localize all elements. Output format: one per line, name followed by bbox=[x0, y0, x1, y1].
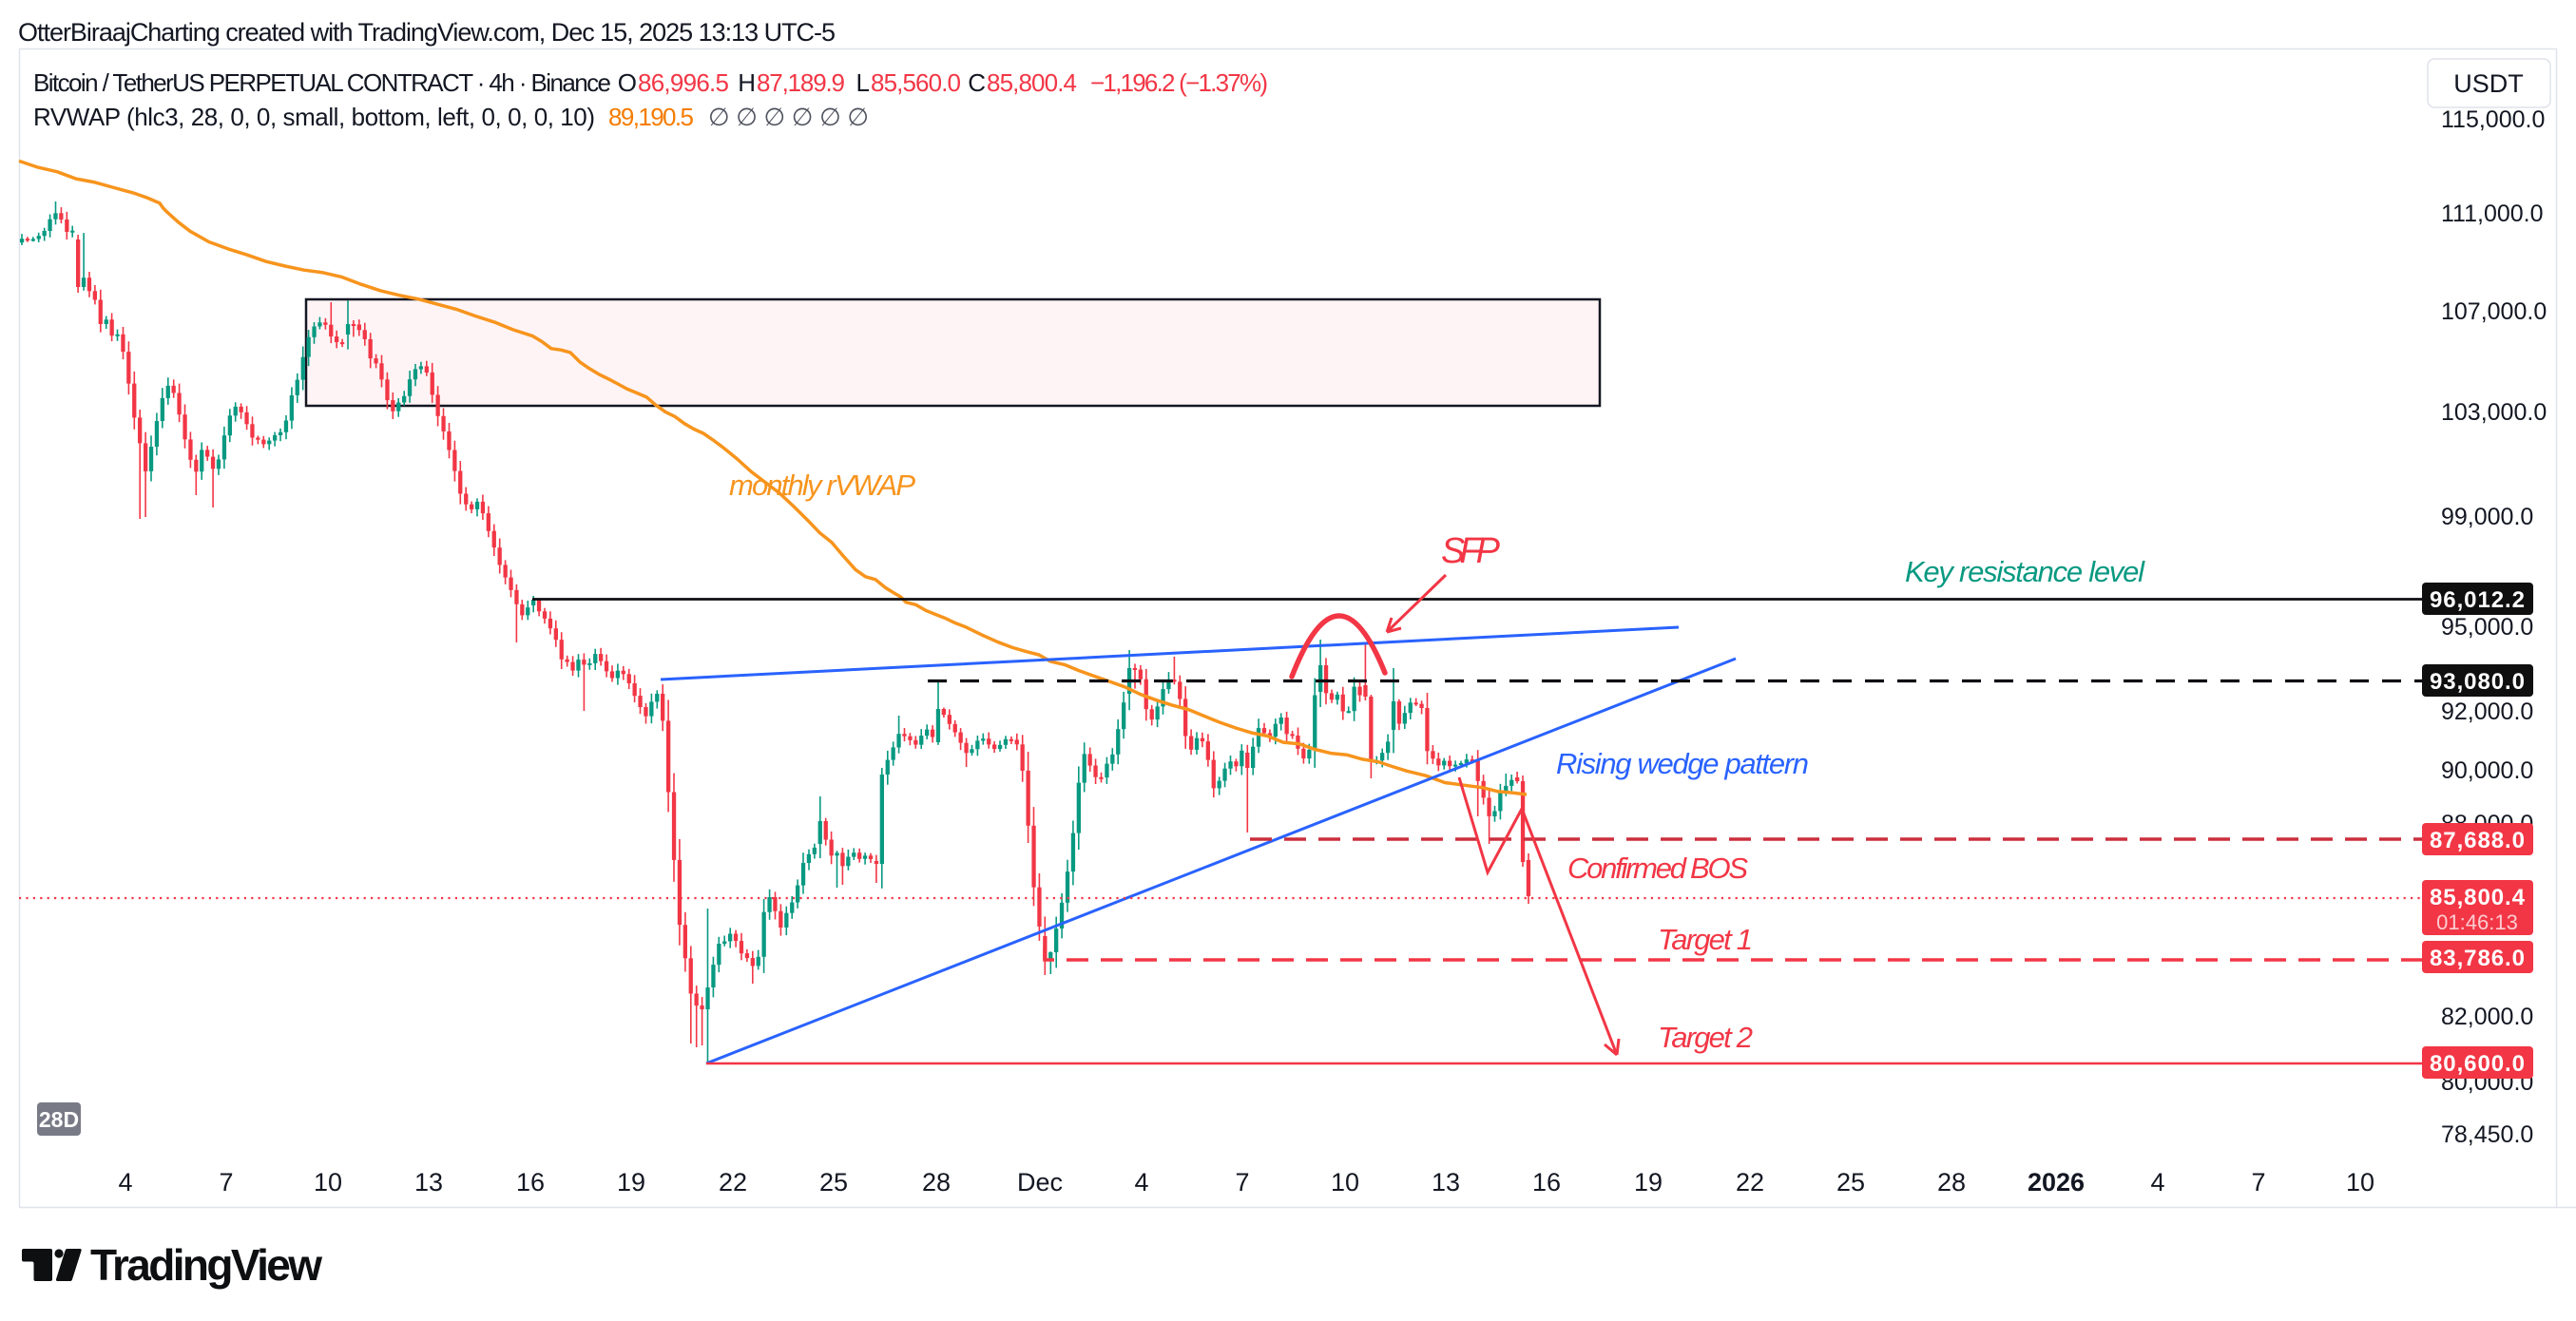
svg-text:115,000.0: 115,000.0 bbox=[2441, 106, 2545, 133]
svg-text:Dec: Dec bbox=[1017, 1168, 1063, 1197]
svg-text:L: L bbox=[856, 68, 870, 97]
svg-text:85,800.4: 85,800.4 bbox=[2430, 885, 2526, 910]
svg-text:USDT: USDT bbox=[2453, 69, 2524, 98]
svg-text:Rising wedge pattern: Rising wedge pattern bbox=[1556, 747, 1809, 780]
svg-text:∅ ∅ ∅ ∅ ∅ ∅: ∅ ∅ ∅ ∅ ∅ ∅ bbox=[708, 103, 869, 131]
svg-text:SFP: SFP bbox=[1441, 531, 1501, 571]
svg-text:10: 10 bbox=[2346, 1168, 2374, 1197]
svg-text:86,996.5: 86,996.5 bbox=[638, 68, 729, 97]
svg-text:Confirmed BOS: Confirmed BOS bbox=[1567, 852, 1748, 885]
svg-text:107,000.0: 107,000.0 bbox=[2441, 298, 2547, 325]
svg-text:85,800.4: 85,800.4 bbox=[987, 68, 1077, 97]
svg-text:83,786.0: 83,786.0 bbox=[2430, 946, 2525, 971]
svg-text:111,000.0: 111,000.0 bbox=[2441, 201, 2544, 227]
svg-text:13: 13 bbox=[414, 1168, 443, 1197]
svg-text:80,600.0: 80,600.0 bbox=[2430, 1051, 2525, 1077]
svg-text:87,189.9: 87,189.9 bbox=[757, 68, 845, 97]
svg-text:Key resistance level: Key resistance level bbox=[1905, 555, 2145, 588]
svg-text:95,000.0: 95,000.0 bbox=[2441, 614, 2533, 641]
svg-text:TradingView: TradingView bbox=[90, 1240, 322, 1290]
svg-text:22: 22 bbox=[1736, 1168, 1764, 1197]
svg-text:7: 7 bbox=[2251, 1168, 2265, 1197]
svg-text:16: 16 bbox=[516, 1168, 545, 1197]
svg-text:10: 10 bbox=[1331, 1168, 1359, 1197]
svg-text:13: 13 bbox=[1432, 1168, 1460, 1197]
svg-text:monthly rVWAP: monthly rVWAP bbox=[729, 469, 915, 502]
svg-text:28D: 28D bbox=[39, 1107, 79, 1132]
svg-text:RVWAP (hlc3, 28, 0, 0, small,: RVWAP (hlc3, 28, 0, 0, small, bottom, le… bbox=[33, 103, 595, 131]
svg-text:Target 1: Target 1 bbox=[1658, 923, 1753, 956]
svg-text:19: 19 bbox=[617, 1168, 645, 1197]
svg-text:7: 7 bbox=[1235, 1168, 1249, 1197]
svg-text:Bitcoin / TetherUS PERPETUAL C: Bitcoin / TetherUS PERPETUAL CONTRACT · … bbox=[33, 68, 611, 97]
svg-text:4: 4 bbox=[1134, 1168, 1148, 1197]
svg-text:19: 19 bbox=[1634, 1168, 1663, 1197]
svg-text:92,000.0: 92,000.0 bbox=[2441, 699, 2533, 725]
svg-text:7: 7 bbox=[219, 1168, 233, 1197]
svg-text:85,560.0: 85,560.0 bbox=[871, 68, 961, 97]
svg-text:OtterBiraajCharting created wi: OtterBiraajCharting created with Trading… bbox=[18, 18, 836, 47]
svg-text:90,000.0: 90,000.0 bbox=[2441, 757, 2533, 784]
svg-text:82,000.0: 82,000.0 bbox=[2441, 1004, 2533, 1030]
svg-text:10: 10 bbox=[314, 1168, 342, 1197]
svg-text:28: 28 bbox=[1937, 1168, 1966, 1197]
svg-text:C: C bbox=[968, 68, 986, 97]
svg-text:99,000.0: 99,000.0 bbox=[2441, 504, 2533, 530]
svg-text:4: 4 bbox=[2150, 1168, 2164, 1197]
svg-text:89,190.5: 89,190.5 bbox=[608, 103, 694, 131]
svg-text:H: H bbox=[738, 68, 756, 97]
svg-text:4: 4 bbox=[118, 1168, 132, 1197]
svg-text:87,688.0: 87,688.0 bbox=[2430, 828, 2525, 853]
svg-text:2026: 2026 bbox=[2028, 1168, 2085, 1197]
svg-text:28: 28 bbox=[922, 1168, 951, 1197]
svg-text:−1,196.2 (−1.37%): −1,196.2 (−1.37%) bbox=[1090, 68, 1268, 97]
svg-text:78,450.0: 78,450.0 bbox=[2441, 1121, 2533, 1148]
svg-text:93,080.0: 93,080.0 bbox=[2430, 669, 2525, 695]
svg-text:01:46:13: 01:46:13 bbox=[2436, 910, 2518, 934]
svg-text:O: O bbox=[618, 68, 637, 97]
svg-text:103,000.0: 103,000.0 bbox=[2441, 399, 2547, 426]
svg-text:25: 25 bbox=[819, 1168, 848, 1197]
svg-text:22: 22 bbox=[719, 1168, 747, 1197]
svg-text:16: 16 bbox=[1532, 1168, 1561, 1197]
svg-text:25: 25 bbox=[1836, 1168, 1865, 1197]
svg-text:Target 2: Target 2 bbox=[1658, 1021, 1753, 1054]
svg-text:96,012.2: 96,012.2 bbox=[2430, 587, 2525, 613]
